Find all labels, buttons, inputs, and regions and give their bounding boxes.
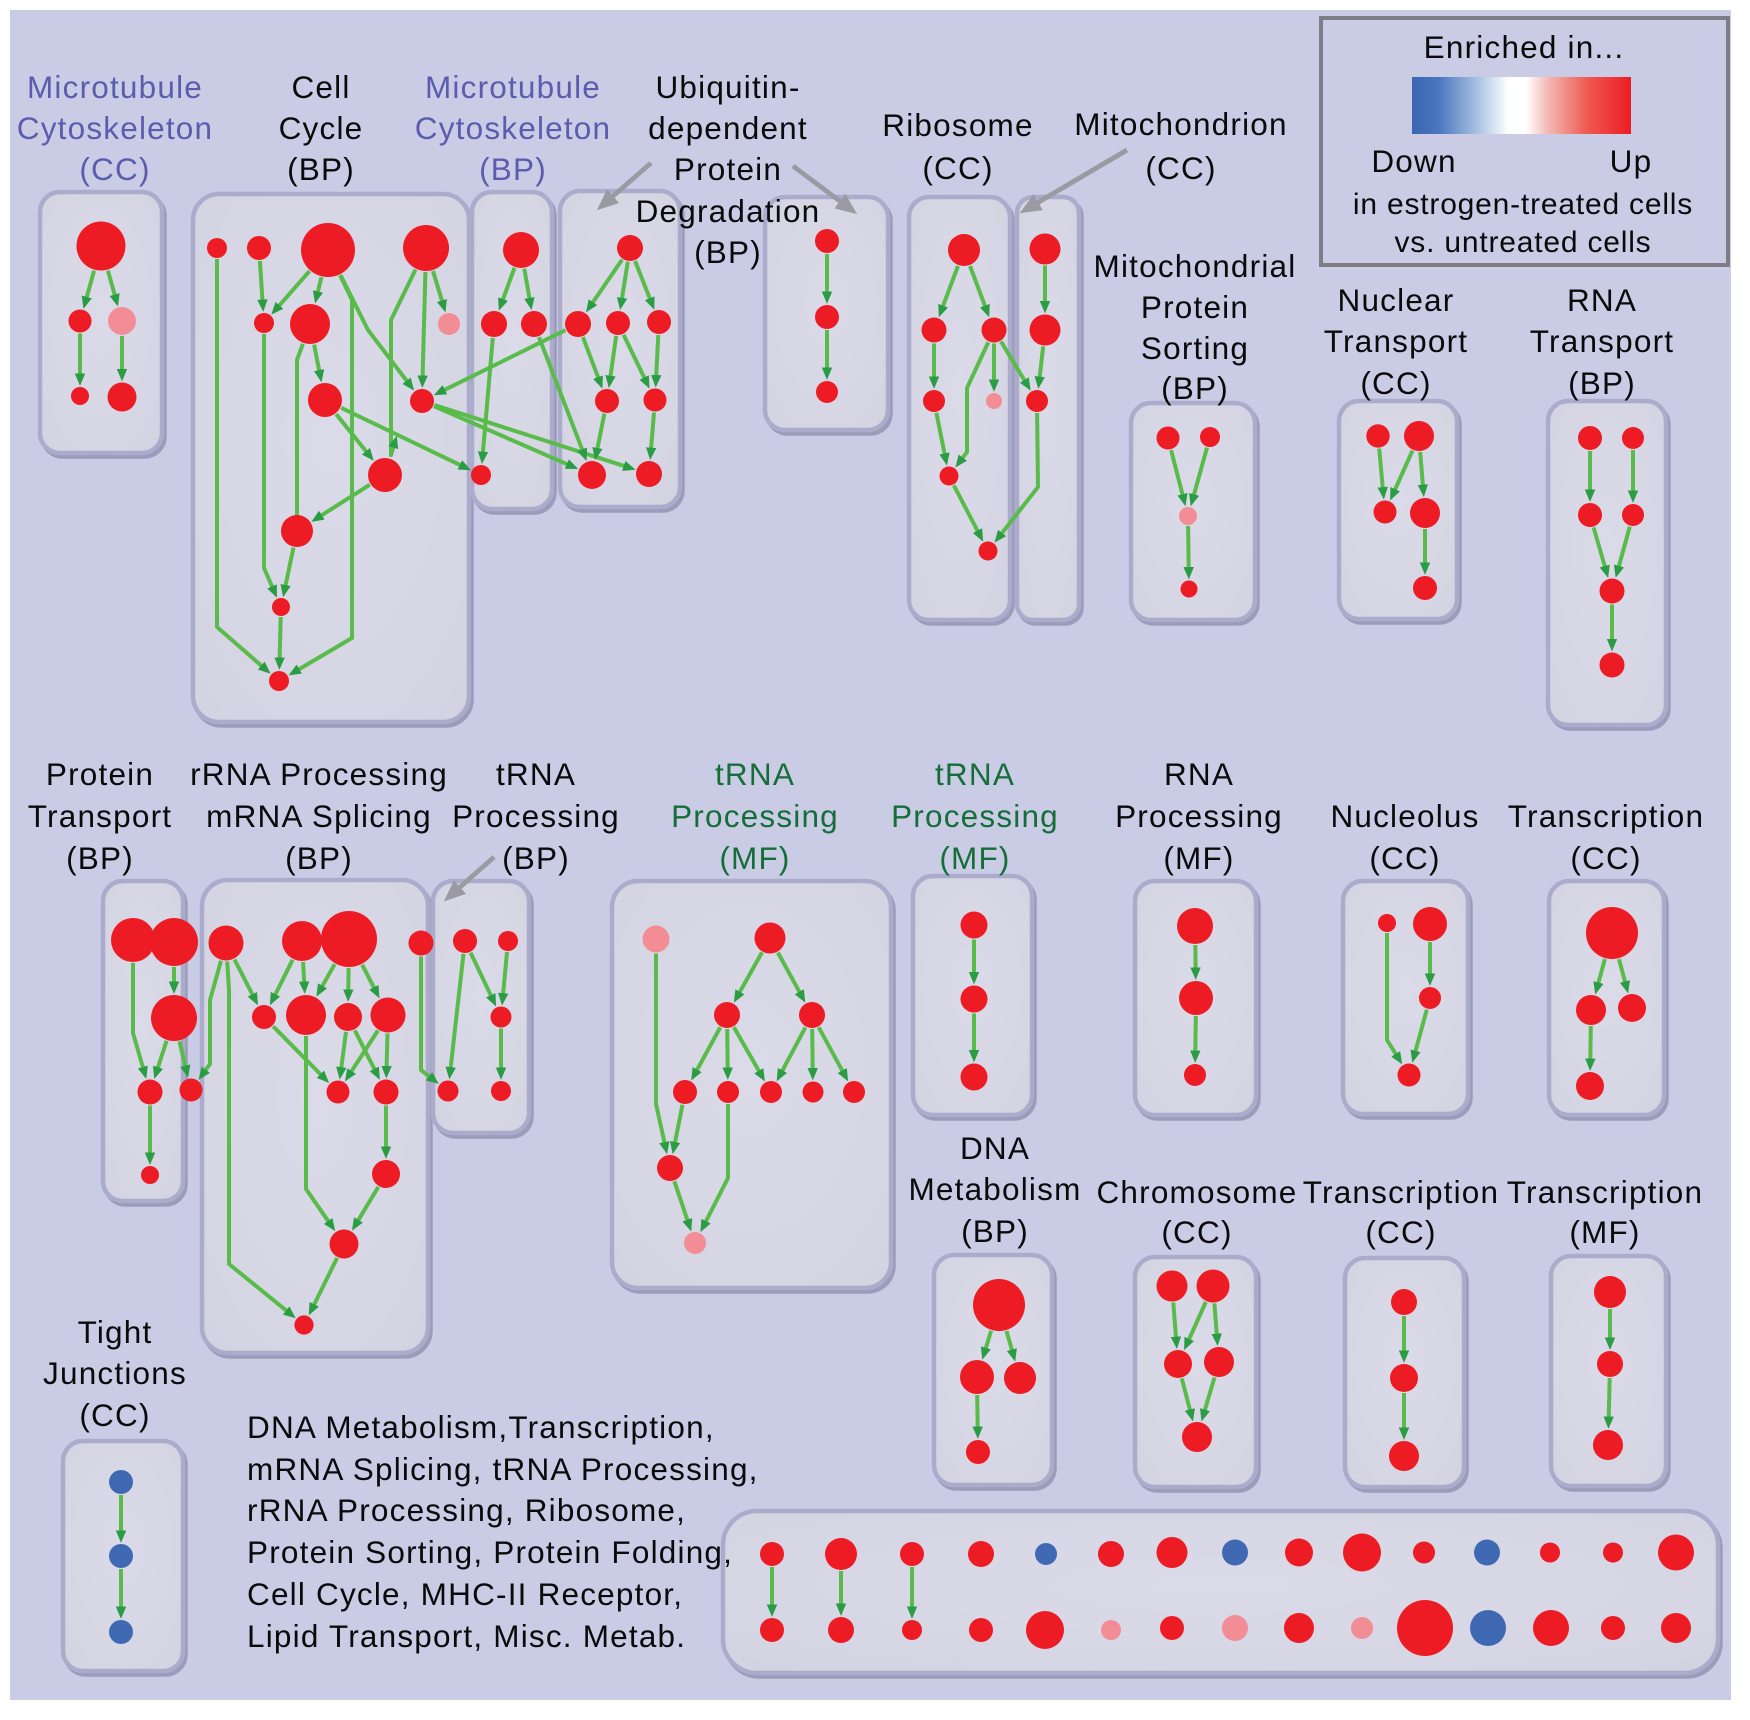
svg-text:Transcription: Transcription: [1303, 1174, 1500, 1210]
svg-text:tRNA: tRNA: [935, 756, 1015, 792]
svg-text:in estrogen-treated cells: in estrogen-treated cells: [1353, 188, 1693, 221]
svg-text:(CC): (CC): [79, 1397, 150, 1433]
svg-text:dependent: dependent: [648, 110, 808, 146]
svg-text:Processing: Processing: [1115, 798, 1283, 834]
svg-text:Degradation: Degradation: [636, 193, 821, 229]
svg-text:Cycle: Cycle: [279, 110, 364, 146]
svg-text:mRNA Splicing: mRNA Splicing: [206, 798, 432, 834]
svg-text:(BP): (BP): [1161, 370, 1229, 406]
svg-text:Transcription: Transcription: [1508, 798, 1705, 834]
svg-text:Ribosome: Ribosome: [882, 107, 1033, 143]
svg-text:rRNA Processing: rRNA Processing: [190, 756, 448, 792]
svg-text:Transport: Transport: [28, 798, 172, 834]
svg-text:DNA: DNA: [960, 1130, 1030, 1166]
svg-text:Cell: Cell: [291, 69, 350, 105]
svg-text:Ubiquitin-: Ubiquitin-: [655, 69, 800, 105]
svg-text:Protein: Protein: [1141, 289, 1249, 325]
svg-text:Transport: Transport: [1530, 323, 1674, 359]
svg-text:RNA: RNA: [1164, 756, 1234, 792]
svg-text:Up: Up: [1610, 143, 1653, 179]
svg-text:Cytoskeleton: Cytoskeleton: [17, 110, 214, 146]
svg-text:Microtubule: Microtubule: [425, 69, 601, 105]
svg-text:tRNA: tRNA: [496, 756, 576, 792]
svg-text:(MF): (MF): [719, 840, 790, 876]
svg-text:DNA Metabolism,Transcription,: DNA Metabolism,Transcription,: [247, 1409, 715, 1445]
svg-text:(MF): (MF): [1163, 840, 1234, 876]
svg-text:Mitochondrion: Mitochondrion: [1074, 106, 1287, 142]
svg-text:Protein: Protein: [674, 151, 782, 187]
svg-text:(CC): (CC): [1360, 365, 1431, 401]
svg-text:(CC): (CC): [1369, 840, 1440, 876]
svg-text:(CC): (CC): [79, 151, 150, 187]
svg-text:Protein: Protein: [46, 756, 154, 792]
svg-text:(BP): (BP): [285, 840, 353, 876]
svg-text:Tight: Tight: [78, 1314, 153, 1350]
svg-text:Nucleolus: Nucleolus: [1330, 798, 1479, 834]
svg-text:Enriched in...: Enriched in...: [1424, 29, 1625, 65]
svg-text:Cytoskeleton: Cytoskeleton: [415, 110, 612, 146]
svg-text:Nuclear: Nuclear: [1338, 282, 1455, 318]
svg-text:(CC): (CC): [1161, 1214, 1232, 1250]
svg-text:Down: Down: [1371, 143, 1456, 179]
svg-text:(MF): (MF): [1569, 1214, 1640, 1250]
svg-text:(BP): (BP): [502, 840, 570, 876]
svg-text:Processing: Processing: [891, 798, 1059, 834]
svg-text:vs. untreated cells: vs. untreated cells: [1395, 226, 1652, 259]
svg-text:tRNA: tRNA: [715, 756, 795, 792]
svg-text:Junctions: Junctions: [43, 1355, 187, 1391]
svg-text:Processing: Processing: [452, 798, 620, 834]
svg-text:(BP): (BP): [961, 1213, 1029, 1249]
svg-text:(BP): (BP): [287, 151, 355, 187]
svg-text:Metabolism: Metabolism: [908, 1171, 1081, 1207]
svg-text:rRNA Processing, Ribosome,: rRNA Processing, Ribosome,: [247, 1492, 686, 1528]
svg-text:(MF): (MF): [939, 840, 1010, 876]
svg-text:Protein Sorting, Protein Foldi: Protein Sorting, Protein Folding,: [247, 1534, 733, 1570]
svg-text:(BP): (BP): [1568, 365, 1636, 401]
svg-text:Lipid Transport, Misc. Metab.: Lipid Transport, Misc. Metab.: [247, 1618, 686, 1654]
svg-text:(CC): (CC): [1365, 1214, 1436, 1250]
svg-text:Processing: Processing: [671, 798, 839, 834]
svg-text:Chromosome: Chromosome: [1096, 1174, 1297, 1210]
svg-text:Cell Cycle, MHC-II Receptor,: Cell Cycle, MHC-II Receptor,: [247, 1576, 683, 1612]
svg-text:Transcription: Transcription: [1507, 1174, 1704, 1210]
svg-text:Transport: Transport: [1324, 323, 1468, 359]
svg-text:(BP): (BP): [66, 840, 134, 876]
svg-text:(BP): (BP): [694, 234, 762, 270]
svg-text:Sorting: Sorting: [1141, 330, 1249, 366]
svg-text:Microtubule: Microtubule: [27, 69, 203, 105]
svg-text:(BP): (BP): [479, 151, 547, 187]
svg-text:mRNA Splicing, tRNA Processing: mRNA Splicing, tRNA Processing,: [247, 1451, 759, 1487]
svg-text:(CC): (CC): [922, 150, 993, 186]
svg-text:(CC): (CC): [1145, 150, 1216, 186]
svg-text:(CC): (CC): [1570, 840, 1641, 876]
svg-text:Mitochondrial: Mitochondrial: [1094, 248, 1297, 284]
svg-text:RNA: RNA: [1567, 282, 1637, 318]
